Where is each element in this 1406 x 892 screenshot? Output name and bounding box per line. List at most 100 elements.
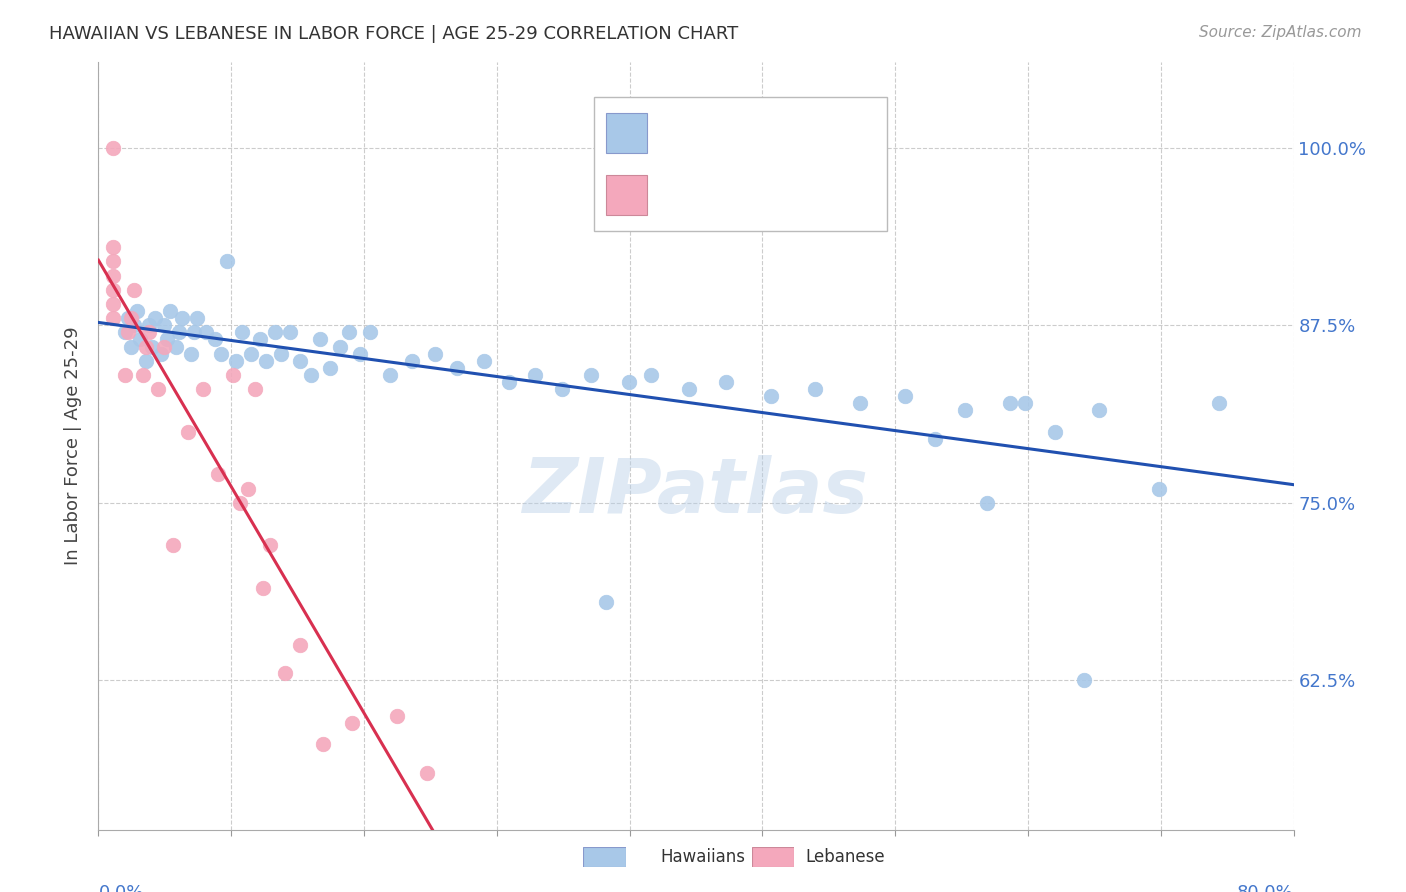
Point [423,346,446,360]
Point [498,375,520,389]
Point [132,368,155,382]
Text: Hawaiians: Hawaiians [661,848,745,866]
Point [138,318,160,333]
Point [259,538,281,552]
Point [165,340,187,354]
Point [550,382,572,396]
Point [1208,396,1230,410]
Point [117,326,139,340]
Point [249,333,271,347]
Text: 0.0%: 0.0% [98,884,143,892]
Point [595,595,617,609]
Point [236,482,259,496]
Point [581,368,603,382]
Text: Lebanese: Lebanese [806,848,886,866]
Point [894,389,917,403]
Point [103,254,125,268]
Point [849,396,872,410]
Point [162,538,184,552]
Point [288,638,311,652]
Point [714,375,737,389]
Point [924,432,946,446]
Point [167,326,190,340]
Point [135,340,157,354]
Point [141,340,163,354]
Y-axis label: In Labor Force | Age 25-29: In Labor Force | Age 25-29 [65,326,83,566]
Point [150,346,173,360]
Point [103,297,125,311]
Point [953,403,976,417]
Text: ZIPatlas: ZIPatlas [523,455,869,529]
Text: Source: ZipAtlas.com: Source: ZipAtlas.com [1198,25,1361,40]
Point [191,382,214,396]
Point [103,240,125,254]
Point [278,326,301,340]
Point [231,326,253,340]
Point [183,326,205,340]
Point [385,709,409,723]
Point [180,346,202,360]
Point [270,346,292,360]
Point [472,353,495,368]
Point [401,353,423,368]
Point [117,311,139,326]
Point [159,304,181,318]
Point [416,765,439,780]
Point [359,326,381,340]
Point [138,326,160,340]
Point [1014,396,1036,410]
Point [172,311,194,326]
Point [153,318,176,333]
Point [342,716,364,731]
Point [103,141,125,155]
Point [103,283,125,297]
Point [239,346,262,360]
Point [103,268,125,283]
Point [156,333,179,347]
Point [804,382,827,396]
Point [617,375,640,389]
Point [299,368,322,382]
Point [124,283,146,297]
Point [446,360,468,375]
Point [124,318,146,333]
Point [288,353,311,368]
Point [103,311,125,326]
Point [378,368,401,382]
Point [129,333,152,347]
Point [207,467,229,482]
Point [215,254,238,268]
Point [222,368,245,382]
Point [274,666,297,681]
Point [640,368,662,382]
Point [225,353,247,368]
Point [311,737,333,751]
Point [254,353,277,368]
Point [339,326,361,340]
Point [349,346,371,360]
Point [135,353,157,368]
Point [209,346,232,360]
Point [120,311,142,326]
Point [153,340,176,354]
Point [177,425,200,439]
Point [127,304,149,318]
Point [114,368,136,382]
Point [252,581,274,595]
Point [1043,425,1066,439]
Point [759,389,782,403]
Point [678,382,700,396]
Point [143,311,166,326]
Point [229,496,252,510]
Point [204,333,226,347]
Point [319,360,342,375]
Point [186,311,208,326]
Text: 80.0%: 80.0% [1237,884,1294,892]
Point [998,396,1021,410]
Point [308,333,330,347]
Point [976,496,998,510]
Point [1147,482,1170,496]
Point [1088,403,1111,417]
Point [148,382,170,396]
Point [329,340,352,354]
